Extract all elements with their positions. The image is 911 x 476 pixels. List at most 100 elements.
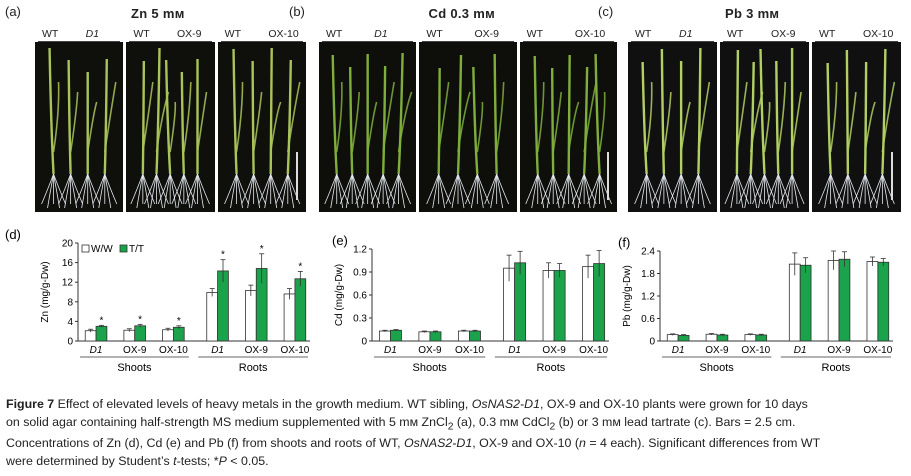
genotype-label: WT: [133, 28, 150, 40]
seedling-root: [287, 173, 294, 209]
seedling-leaf: [251, 60, 255, 175]
seedling-root: [490, 173, 498, 209]
seedling-root: [657, 173, 665, 209]
seedling-root: [764, 173, 771, 209]
seedling-root: [432, 173, 440, 209]
y-tick-label: 8: [67, 297, 73, 308]
significance-star: *: [298, 261, 302, 272]
seedling-root: [536, 173, 544, 209]
category-label: D1: [211, 345, 224, 356]
seedling-root: [223, 173, 237, 205]
seedling-root: [87, 173, 95, 209]
seedling-leaf: [567, 54, 571, 175]
label-underline: [723, 41, 806, 42]
genotype-label: OX-10: [574, 28, 606, 40]
seedling-leaf: [381, 65, 387, 175]
seedling-root: [252, 173, 266, 205]
seedling-leaf: [180, 71, 186, 175]
seedling-leaf: [775, 60, 780, 175]
genotype-label: WT: [326, 28, 343, 40]
seedlings-drawing: [41, 47, 118, 209]
seedling-root: [847, 173, 861, 205]
seedling-leaf: [457, 91, 472, 153]
caption-italic: t: [173, 453, 177, 468]
seedling-root: [736, 173, 744, 209]
y-tick-label: 0: [649, 337, 655, 348]
seedling-leaf: [567, 101, 580, 153]
bar-tt: [755, 334, 768, 342]
seedling-root: [818, 173, 831, 205]
label-underline: [129, 41, 212, 42]
seedling-root: [263, 173, 271, 209]
panel-title: Zn 5 mм: [131, 6, 185, 21]
caption-subscript: 2: [549, 420, 556, 432]
bar-ww: [827, 259, 840, 342]
seedling-root: [824, 173, 832, 209]
seedling-photo: [720, 42, 809, 212]
label-underline: [631, 41, 714, 42]
seedling-root: [136, 173, 144, 209]
seedling-leaf: [582, 66, 588, 175]
seedling-root: [144, 173, 158, 205]
seedling-root: [240, 173, 254, 205]
seedling-root: [674, 173, 682, 209]
seedling-leaf: [594, 53, 601, 175]
legend-swatch-tt: [119, 244, 128, 253]
seedlings-drawing: [223, 47, 301, 209]
chart-letter: (e): [332, 233, 348, 248]
seedling-root: [75, 173, 89, 205]
seedling-root: [398, 173, 411, 205]
category-label: D1: [384, 345, 397, 356]
seedling-root: [830, 173, 843, 205]
significance-star: *: [221, 250, 225, 261]
seedling-root: [882, 173, 895, 205]
seedling-leaf: [331, 54, 338, 175]
seedling-root: [170, 173, 177, 209]
caption-line-3: Concentrations of Zn (d), Cd (e) and Pb …: [6, 435, 901, 453]
bar-tt: [294, 278, 307, 342]
seedling-root: [87, 173, 101, 205]
seedling-root: [142, 173, 150, 209]
category-label: OX-9: [418, 345, 442, 356]
label-underline: [815, 41, 898, 42]
caption-line-2: on solid agar containing half-strength M…: [6, 414, 901, 436]
seedling-root: [791, 173, 805, 205]
seedling-root: [750, 173, 758, 209]
bar-tt: [677, 334, 690, 342]
seedling-leaf: [881, 81, 896, 153]
genotype-label: WT: [224, 28, 241, 40]
seedling-leaf: [759, 48, 766, 175]
seedling-leaf: [829, 81, 838, 153]
seedling-root: [281, 173, 288, 209]
significance-star: *: [100, 315, 104, 326]
caption-line-1: Figure 7 Effect of elevated levels of he…: [6, 396, 901, 414]
category-label: OX-9: [245, 345, 269, 356]
seedling-root: [771, 173, 779, 209]
seedling-leaf: [536, 81, 545, 153]
seedling-leaf: [286, 59, 292, 175]
seedling-root: [465, 173, 479, 205]
seedling-root: [583, 173, 597, 205]
caption-italic: n: [578, 436, 586, 451]
seedling-leaf: [397, 91, 413, 153]
seedling-root: [777, 173, 791, 205]
caption-text: on solid agar containing half-strength M…: [6, 414, 448, 429]
bar-tt: [134, 325, 146, 342]
seedling-leaf: [231, 48, 238, 175]
seedling-root: [697, 173, 705, 209]
seedling-leaf: [777, 81, 787, 153]
seedling-root: [92, 173, 106, 205]
seedling-root: [445, 173, 459, 205]
seedling-root: [496, 173, 510, 205]
bar-ww: [542, 270, 555, 342]
panel-title: Pb 3 mм: [725, 6, 780, 21]
seedling-root: [567, 173, 575, 209]
figure-label: Figure 7: [6, 397, 55, 411]
group-label: Roots: [822, 362, 851, 374]
y-tick-label: 12: [62, 278, 74, 289]
seedling-photo: [35, 42, 124, 212]
seedling-leaf: [493, 53, 499, 175]
y-tick-label: 0.6: [353, 291, 367, 302]
seedling-leaf: [476, 101, 484, 153]
bar-tt: [172, 326, 185, 342]
